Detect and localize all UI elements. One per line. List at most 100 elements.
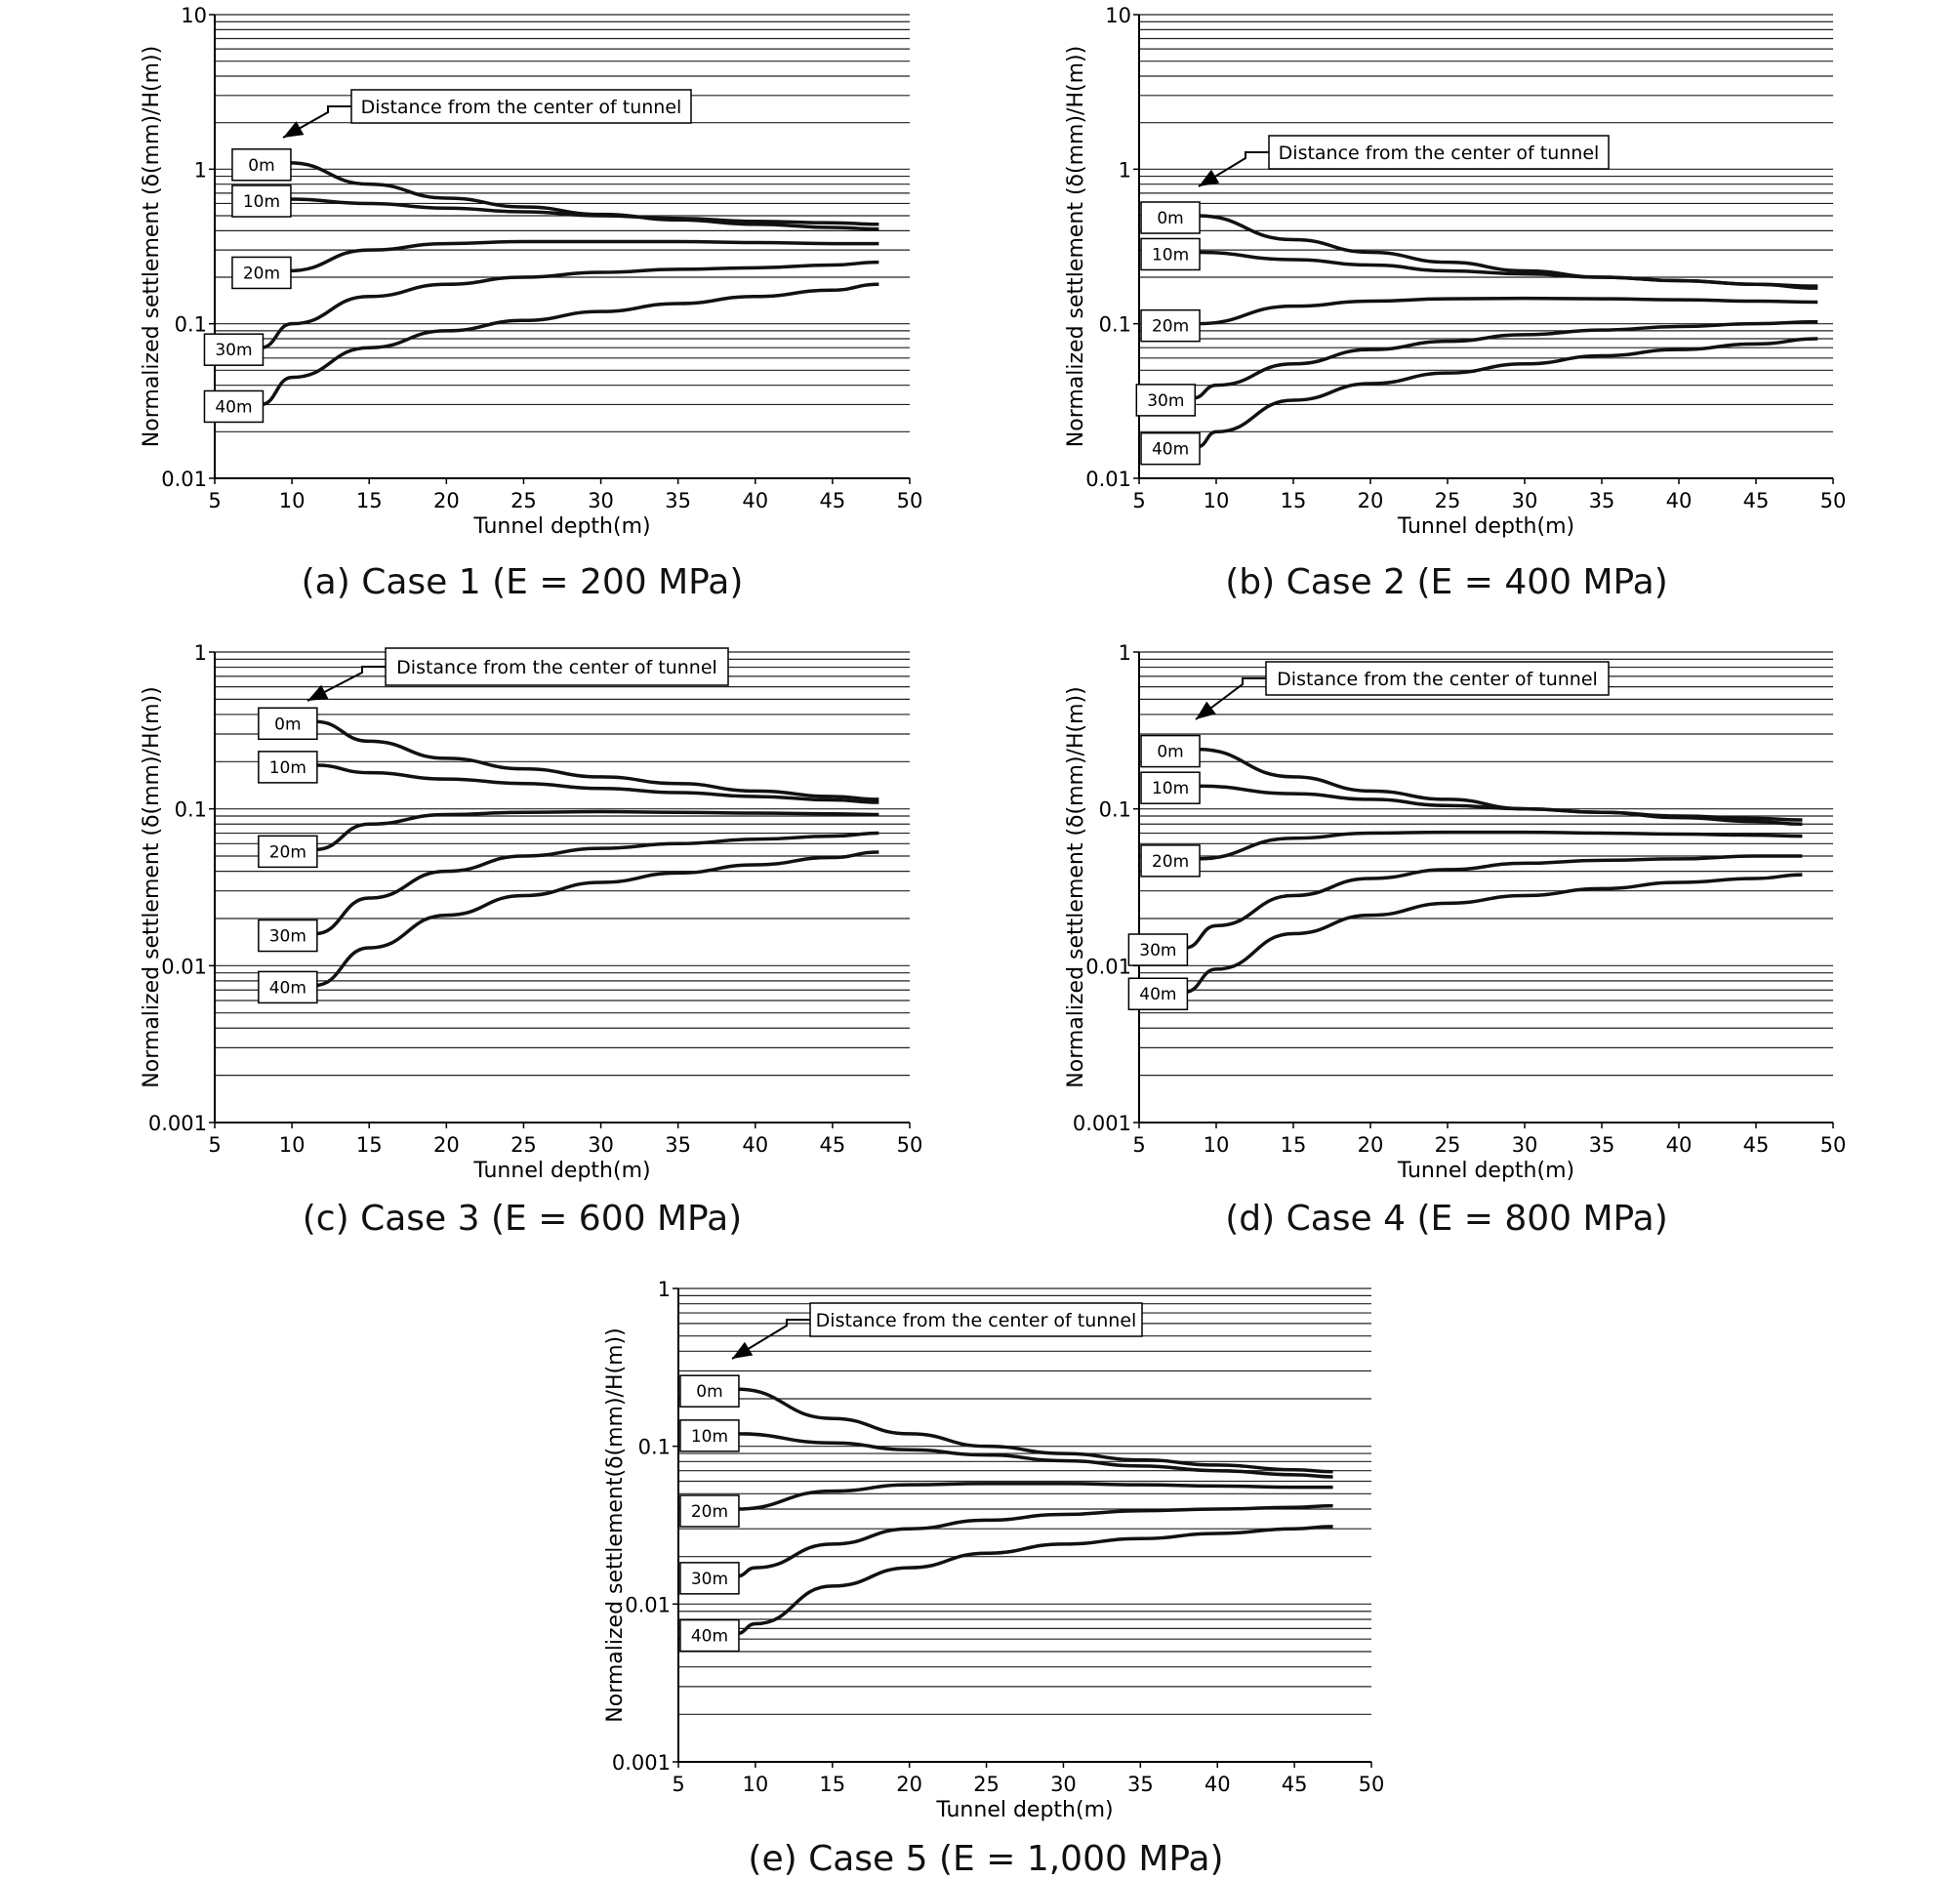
series-label-box (679, 1618, 740, 1653)
series-label: 20m (679, 1494, 740, 1528)
x-tick-label: 45 (1743, 489, 1770, 512)
annotation: Distance from the center of tunnel (306, 647, 729, 702)
annotation-text: Distance from the center of tunnel (1277, 669, 1598, 690)
x-tick-label: 50 (897, 1133, 923, 1157)
series-label-box (258, 970, 318, 1004)
series-label: 30m (1135, 384, 1197, 417)
x-tick-label: 10 (279, 1133, 306, 1157)
caption-case-2: (b) Case 2 (E = 400 MPa) (1225, 562, 1668, 602)
series-label: 20m (231, 256, 292, 290)
annotation-text: Distance from the center of tunnel (361, 97, 682, 118)
series-label: 10m (258, 751, 318, 784)
annotation-leader (1198, 151, 1269, 187)
x-tick-label: 30 (1512, 1133, 1538, 1157)
annotation: Distance from the center of tunnel (1195, 661, 1610, 720)
y-tick-label: 0.001 (1073, 1112, 1131, 1135)
series-label-text: 0m (696, 1382, 722, 1402)
x-tick-label: 15 (1281, 1133, 1307, 1157)
x-tick-label: 15 (356, 1133, 383, 1157)
series-label: 40m (203, 389, 265, 424)
series-label: 10m (231, 184, 292, 218)
y-tick-label: 1 (658, 1278, 671, 1301)
annotation-text: Distance from the center of tunnel (396, 657, 717, 678)
series-label-text: 20m (243, 264, 280, 283)
x-tick-label: 5 (208, 1133, 221, 1157)
series-label-box (679, 1374, 740, 1408)
series-label: 40m (258, 970, 318, 1004)
y-axis-label: Normalized settlement (δ(mm)/H(m)) (1064, 686, 1088, 1087)
x-tick-label: 40 (1205, 1773, 1231, 1796)
series-label-box (231, 184, 292, 218)
annotation-box (350, 89, 692, 124)
annotation-box (1265, 661, 1610, 696)
axes: 5 10 15 20 25 30 35 40 45 50 0.001 0.01 0.1 1 (148, 641, 922, 1157)
y-axis-label: Normalized settlement(δ(mm)/H(m)) (603, 1328, 628, 1722)
x-tick-label: 5 (1132, 489, 1145, 512)
y-tick-label: 1 (194, 158, 207, 182)
x-tick-label: 10 (743, 1773, 769, 1796)
series-label-text: 10m (1152, 245, 1189, 265)
series-label-text: 20m (1152, 317, 1189, 337)
series-line-20m (736, 1482, 1333, 1511)
x-tick-label: 50 (1820, 1133, 1847, 1157)
series-line-30m (736, 1503, 1333, 1578)
annotation-arrowhead (1196, 701, 1216, 719)
caption-case-5: (e) Case 5 (E = 1,000 MPa) (748, 1839, 1224, 1879)
series-label: 40m (1140, 431, 1201, 466)
series-label-box (1140, 844, 1201, 878)
y-tick-label: 0.01 (161, 468, 207, 491)
series-label-text: 30m (1147, 391, 1184, 411)
series-label-box (203, 389, 265, 424)
x-tick-label: 30 (1512, 489, 1538, 512)
y-tick-label: 0.001 (612, 1751, 671, 1775)
series-label-text: 20m (1152, 852, 1189, 872)
x-tick-label: 10 (279, 489, 306, 512)
caption-case-4: (d) Case 4 (E = 800 MPa) (1225, 1199, 1668, 1239)
series-label-box (1140, 771, 1201, 804)
axes: 5 10 15 20 25 30 35 40 45 50 0.001 0.01 0.1 1 (1073, 641, 1846, 1157)
series-line-10m (736, 1432, 1333, 1479)
series-line-20m (314, 809, 879, 852)
series-label-text: 30m (269, 927, 306, 947)
x-tick-label: 25 (1435, 1133, 1461, 1157)
x-tick-label: 30 (588, 1133, 614, 1157)
x-tick-label: 30 (1050, 1773, 1077, 1796)
series-label: 30m (1127, 933, 1189, 966)
series-line-30m (1185, 854, 1803, 950)
x-tick-label: 20 (1358, 1133, 1384, 1157)
y-tick-label: 10 (1105, 4, 1131, 27)
x-tick-label: 5 (1132, 1133, 1145, 1157)
series-label-text: 10m (269, 758, 306, 778)
axes: 5 10 15 20 25 30 35 40 45 50 0.01 0.1 1 10 (161, 4, 922, 512)
series-label-box (203, 333, 265, 366)
series-label: 30m (679, 1562, 740, 1595)
series-label: 30m (258, 919, 318, 953)
annotation-arrowhead (283, 121, 305, 138)
series-label-box (258, 919, 318, 953)
annotation: Distance from the center of tunnel (282, 89, 692, 139)
x-axis-label: Tunnel depth(m) (472, 1159, 650, 1183)
caption-case-1: (a) Case 1 (E = 200 MPa) (301, 562, 744, 602)
annotation-leader (282, 105, 351, 139)
series-label: 0m (258, 707, 318, 741)
series-label-text: 40m (691, 1627, 728, 1647)
series-label-text: 0m (274, 715, 301, 734)
x-tick-label: 30 (588, 489, 614, 512)
y-tick-label: 10 (181, 4, 207, 27)
x-tick-label: 40 (742, 489, 768, 512)
annotation-arrowhead (732, 1341, 754, 1359)
y-tick-label: 0.001 (148, 1112, 207, 1135)
x-tick-label: 25 (510, 489, 537, 512)
y-tick-label: 1 (1119, 641, 1131, 665)
series-label: 0m (679, 1374, 740, 1408)
x-tick-label: 10 (1204, 489, 1230, 512)
series-line-40m (1197, 337, 1818, 449)
series-label-box (1140, 308, 1201, 343)
series-line-10m (1198, 250, 1818, 288)
series-label-text: 10m (691, 1427, 728, 1447)
x-axis-label: Tunnel depth(m) (935, 1798, 1113, 1822)
x-tick-label: 15 (819, 1773, 845, 1796)
